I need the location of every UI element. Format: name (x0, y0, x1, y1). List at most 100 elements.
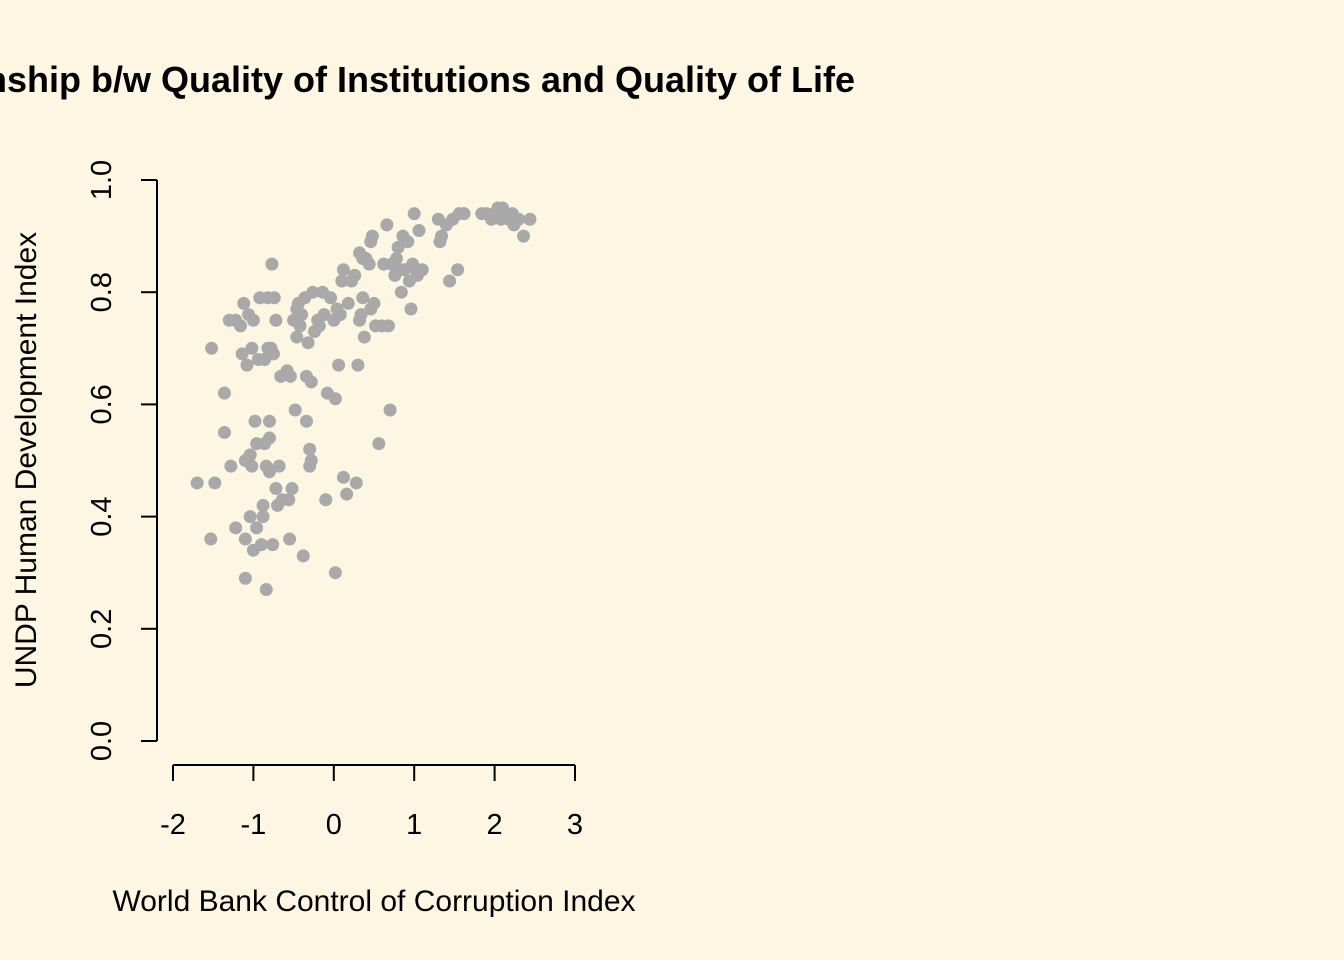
data-point (217, 386, 231, 400)
data-point (256, 510, 270, 524)
data-point (381, 319, 395, 333)
data-point (357, 330, 371, 344)
x-tick-label: -2 (160, 809, 186, 841)
y-tick-label: 0.4 (86, 496, 118, 536)
data-point (404, 302, 418, 316)
data-point (517, 229, 531, 243)
data-point (290, 330, 304, 344)
y-tick-label: 0.0 (86, 721, 118, 761)
data-point (336, 263, 350, 277)
data-point (390, 252, 404, 266)
x-tick-label: 3 (567, 809, 583, 841)
data-point (443, 274, 457, 288)
data-point (351, 358, 365, 372)
data-point (328, 392, 342, 406)
data-point (391, 240, 405, 254)
data-point (254, 538, 268, 552)
data-point (512, 212, 526, 226)
data-point (362, 257, 376, 271)
x-tick-label: -1 (241, 809, 267, 841)
data-point (267, 291, 281, 305)
data-point (383, 403, 397, 417)
data-point (349, 476, 363, 490)
data-point (380, 218, 394, 232)
data-point (293, 319, 307, 333)
data-point (451, 263, 465, 277)
data-point (205, 341, 219, 355)
data-point (204, 532, 218, 546)
data-point (412, 223, 426, 237)
data-point (303, 442, 317, 456)
y-tick-label: 0.8 (86, 272, 118, 312)
data-point (319, 493, 333, 507)
data-point (269, 313, 283, 327)
data-point (304, 375, 318, 389)
data-point (348, 268, 362, 282)
data-point (299, 414, 313, 428)
data-point (250, 521, 264, 535)
x-axis: -2 -1 0 1 2 3 (160, 764, 583, 841)
data-point (283, 369, 297, 383)
data-point (394, 285, 408, 299)
data-point (523, 212, 537, 226)
data-point (341, 296, 355, 310)
data-point (340, 487, 354, 501)
data-point (269, 482, 283, 496)
data-point (304, 454, 318, 467)
data-point (324, 291, 338, 305)
x-axis-ticks: -2 -1 0 1 2 3 (160, 765, 583, 841)
data-point (365, 229, 379, 243)
data-point (190, 476, 204, 490)
data-point (295, 308, 309, 322)
y-tick-label: 1.0 (86, 160, 118, 200)
data-point (248, 414, 262, 428)
data-point (401, 235, 415, 249)
y-axis-ticks: 0.0 0.2 0.4 0.6 0.8 1.0 (86, 160, 157, 761)
data-point (256, 498, 270, 512)
data-point (238, 571, 252, 585)
data-point (229, 521, 243, 535)
data-point (435, 229, 449, 243)
data-point (262, 414, 276, 428)
data-point (354, 308, 368, 322)
data-point (306, 285, 320, 299)
data-point (336, 470, 350, 484)
x-tick-label: 1 (406, 809, 422, 841)
data-point (246, 313, 260, 327)
y-axis: 0.0 0.2 0.4 0.6 0.8 1.0 (86, 160, 158, 761)
data-point (317, 308, 331, 322)
data-point (272, 459, 286, 473)
data-point (237, 296, 251, 310)
data-points (190, 201, 537, 597)
chart-title: Relationship b/w Quality of Institutions… (0, 59, 855, 100)
data-point (240, 358, 254, 372)
data-point (217, 425, 231, 439)
data-point (245, 459, 259, 473)
data-point (367, 296, 381, 310)
data-point (266, 538, 280, 552)
data-point (335, 274, 349, 288)
data-point (333, 308, 347, 322)
data-point (243, 448, 257, 462)
data-point (235, 347, 249, 361)
data-point (234, 319, 248, 333)
data-point (301, 336, 315, 350)
data-point (224, 459, 238, 473)
y-tick-label: 0.6 (86, 384, 118, 424)
y-tick-label: 0.2 (86, 609, 118, 649)
data-point (285, 482, 299, 496)
data-point (267, 347, 280, 361)
x-tick-label: 2 (487, 809, 503, 841)
data-point (282, 493, 296, 507)
data-point (407, 207, 421, 221)
data-point (332, 358, 346, 372)
data-point (312, 319, 326, 333)
data-point (283, 532, 297, 546)
x-tick-label: 0 (326, 809, 342, 841)
x-axis-label: World Bank Control of Corruption Index (112, 885, 635, 918)
data-point (415, 263, 429, 277)
data-point (259, 583, 273, 597)
data-point (328, 566, 342, 580)
